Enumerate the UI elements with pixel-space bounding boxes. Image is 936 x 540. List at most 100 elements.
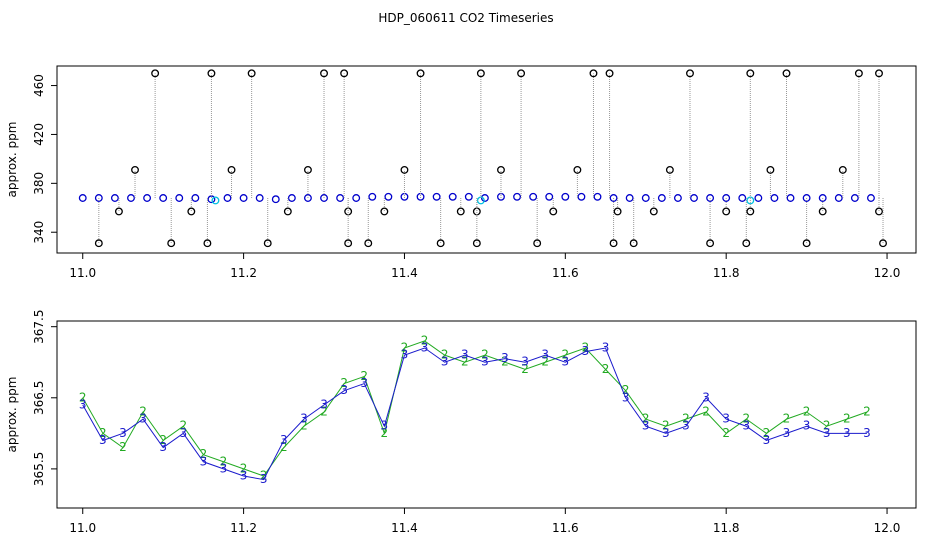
point xyxy=(191,194,200,202)
point-symbol: 2 xyxy=(461,355,469,369)
point xyxy=(738,194,747,202)
point xyxy=(303,194,312,202)
x-tick-label: 12.0 xyxy=(874,266,901,280)
point xyxy=(657,194,666,202)
point-symbol: 2 xyxy=(501,355,509,369)
point xyxy=(641,194,650,202)
point xyxy=(472,239,481,248)
point-symbol: 2 xyxy=(300,419,308,433)
point-symbol: 3 xyxy=(582,344,590,358)
plot-frame xyxy=(56,320,917,509)
point xyxy=(746,69,755,78)
point xyxy=(834,194,843,202)
point xyxy=(416,69,425,78)
point xyxy=(464,192,473,201)
point xyxy=(818,207,827,216)
x-tick-label: 11.0 xyxy=(69,266,96,280)
point-symbol: 2 xyxy=(622,383,630,397)
point xyxy=(609,239,618,248)
point xyxy=(766,165,775,174)
point xyxy=(867,194,875,202)
y-axis-label: approx. ppm xyxy=(5,377,19,453)
point-symbol: 3 xyxy=(99,433,107,447)
point-symbol: 2 xyxy=(742,412,750,426)
point-symbol: 3 xyxy=(763,433,771,447)
x-tick-label: 11.8 xyxy=(713,521,740,535)
y-tick-label: 366.5 xyxy=(32,381,46,415)
point-symbol: 3 xyxy=(662,426,670,440)
point-symbol: 2 xyxy=(702,405,710,419)
x-tick-label: 11.6 xyxy=(552,266,579,280)
point-symbol: 2 xyxy=(763,426,771,440)
point-symbol: 3 xyxy=(642,419,650,433)
point-symbol: 3 xyxy=(220,461,228,475)
point-symbol: 2 xyxy=(79,390,87,404)
point xyxy=(175,194,184,202)
point xyxy=(686,69,694,78)
point xyxy=(802,239,811,248)
y-tick-label: 460 xyxy=(32,74,46,97)
point-symbol: 2 xyxy=(119,440,127,454)
point xyxy=(340,69,349,78)
point xyxy=(786,194,795,202)
point xyxy=(665,165,674,174)
point-symbol: 3 xyxy=(260,472,268,486)
point-symbol: 2 xyxy=(642,412,650,426)
point xyxy=(746,207,755,216)
point-symbol: 2 xyxy=(582,341,590,355)
point xyxy=(561,192,570,201)
point-symbol: 3 xyxy=(320,397,328,411)
x-tick-label: 11.6 xyxy=(552,521,579,535)
x-tick-label: 11.4 xyxy=(391,266,418,280)
y-tick-label: 365.5 xyxy=(32,452,46,486)
point xyxy=(533,239,542,248)
point xyxy=(573,165,582,174)
point-symbol: 2 xyxy=(280,440,288,454)
point xyxy=(223,194,232,202)
point xyxy=(722,194,731,202)
point-symbol: 2 xyxy=(662,419,670,433)
point xyxy=(818,194,827,202)
point xyxy=(110,194,119,202)
y-tick-label: 367.5 xyxy=(32,310,46,344)
point-symbol: 3 xyxy=(360,376,368,390)
point-symbol: 2 xyxy=(722,426,730,440)
point xyxy=(211,196,220,205)
point-symbol: 3 xyxy=(79,397,87,411)
y-tick-label: 380 xyxy=(32,172,46,195)
point xyxy=(529,192,538,201)
point-symbol: 3 xyxy=(622,390,630,404)
point-symbol: 3 xyxy=(863,426,871,440)
point xyxy=(850,194,859,202)
point-symbol: 2 xyxy=(360,369,368,383)
point-symbol: 3 xyxy=(803,419,811,433)
point xyxy=(127,194,135,202)
point-symbol: 3 xyxy=(179,426,187,440)
point xyxy=(247,69,256,78)
point xyxy=(706,194,715,202)
point-symbol: 2 xyxy=(481,348,489,362)
point-symbol: 3 xyxy=(843,426,851,440)
point xyxy=(875,69,883,78)
point xyxy=(344,239,353,248)
point xyxy=(380,207,389,216)
point-symbol: 2 xyxy=(139,405,147,419)
point xyxy=(476,69,485,78)
point xyxy=(203,239,212,248)
point xyxy=(802,194,811,202)
point-symbol: 3 xyxy=(541,348,549,362)
point xyxy=(706,239,715,248)
point xyxy=(838,165,847,174)
point-symbol: 2 xyxy=(803,405,811,419)
x-tick-label: 11.2 xyxy=(230,521,257,535)
point-symbol: 2 xyxy=(863,405,871,419)
x-tick-label: 11.2 xyxy=(230,266,257,280)
point xyxy=(207,69,216,78)
point xyxy=(352,194,361,202)
point xyxy=(368,192,377,201)
point xyxy=(320,194,328,202)
point xyxy=(416,192,425,201)
point xyxy=(78,194,87,202)
point-symbol: 2 xyxy=(682,412,690,426)
